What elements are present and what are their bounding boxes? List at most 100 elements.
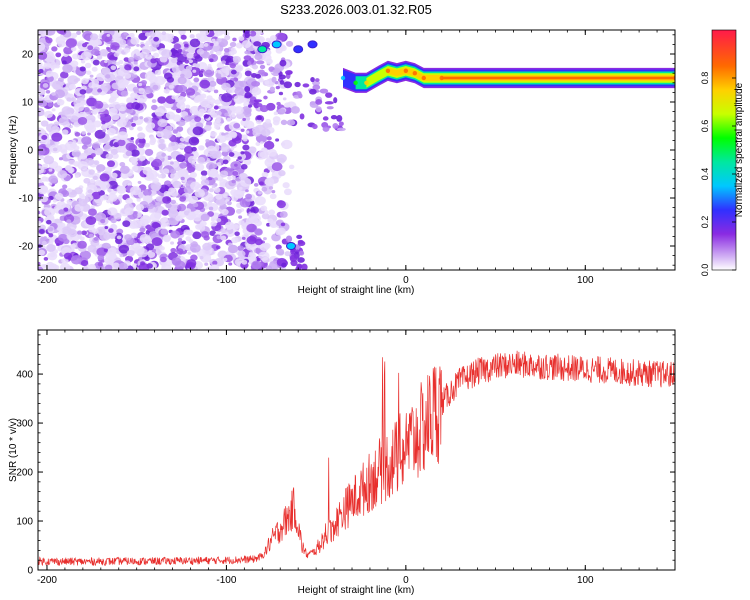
noise-blob [162,168,170,175]
noise-blob [157,118,168,128]
noise-blob [239,80,248,88]
noise-blob [45,261,55,270]
noise-blob [77,161,89,171]
noise-blob [255,119,262,125]
noise-blob [240,151,245,155]
streak-blob [247,60,252,66]
noise-blob [133,48,140,54]
signal-ridge-point [439,75,444,81]
noise-blob [49,144,61,154]
noise-blob [88,226,96,233]
noise-blob [232,171,239,176]
noise-blob [200,170,208,176]
streak-blob [319,88,329,94]
noise-blob [215,198,225,206]
noise-blob [275,244,282,250]
noise-blob [154,69,162,76]
noise-blob [176,126,184,132]
signal-ridge-point [412,71,418,76]
noise-blob [44,53,56,63]
noise-blob [77,240,87,249]
noise-blob [267,166,273,171]
streak-blob [296,234,303,239]
noise-blob [276,248,285,256]
noise-blob [177,84,188,93]
noise-blob [53,264,60,270]
noise-blob [261,186,268,192]
noise-blob [189,105,201,115]
snr-frame [37,329,676,571]
noise-blob [88,233,94,239]
noise-blob [190,181,201,191]
noise-blob [204,262,209,266]
noise-blob [151,104,158,111]
noise-blob [126,97,135,104]
streak-blob [254,53,263,61]
bright-spot [307,40,318,49]
noise-blob [96,55,103,60]
noise-blob [191,247,197,253]
y-tick-label: -10 [19,194,34,205]
noise-blob [215,245,221,250]
noise-blob [146,251,156,259]
noise-blob [143,116,153,124]
noise-blob [80,51,92,61]
noise-blob [161,31,167,36]
snr-series [38,350,675,567]
noise-blob [200,253,212,263]
noise-blob [265,118,272,124]
noise-blob [87,119,92,124]
y-tick-label: 0 [27,146,33,157]
noise-blob [170,199,177,205]
noise-blob [212,260,218,266]
noise-blob [105,141,110,146]
noise-blob [222,193,228,199]
noise-blob [65,38,77,48]
noise-blob [63,46,73,55]
noise-blob [58,116,69,126]
noise-blob [38,41,46,52]
noise-blob [276,200,286,209]
y-tick-label: -20 [19,242,34,253]
noise-blob [185,87,196,96]
noise-blob [110,65,117,71]
noise-blob [213,105,219,110]
noise-blob [63,207,69,212]
noise-blob [124,64,132,71]
noise-blob [186,52,194,59]
noise-blob [64,141,76,151]
noise-blob [186,166,195,174]
noise-blob [275,32,287,42]
noise-blob [238,36,245,41]
noise-blob [185,175,189,179]
noise-blob [170,241,175,245]
noise-blob [113,52,120,58]
noise-blob [214,124,220,130]
noise-blob [248,146,257,154]
noise-blob [47,251,58,261]
noise-blob [271,190,276,194]
noise-blob [178,142,186,149]
noise-blob [62,64,73,73]
noise-blob [96,72,107,82]
noise-blob [103,248,108,253]
noise-blob [229,62,236,69]
noise-blob [253,182,259,187]
noise-blob [188,238,194,243]
noise-blob [97,88,103,93]
noise-blob [136,198,141,202]
noise-blob [117,79,129,89]
colorbar-tick-label: 0.4 [700,168,710,181]
noise-blob [51,108,56,112]
noise-blob [260,205,268,212]
noise-blob [78,198,88,207]
noise-blob [209,50,214,55]
noise-blob [278,170,286,177]
noise-blob [48,182,53,186]
noise-blob [104,226,109,230]
noise-blob [269,35,277,41]
noise-blob [51,132,63,142]
noise-blob [240,128,245,132]
streak-blob [285,235,293,243]
noise-blob [228,50,235,56]
